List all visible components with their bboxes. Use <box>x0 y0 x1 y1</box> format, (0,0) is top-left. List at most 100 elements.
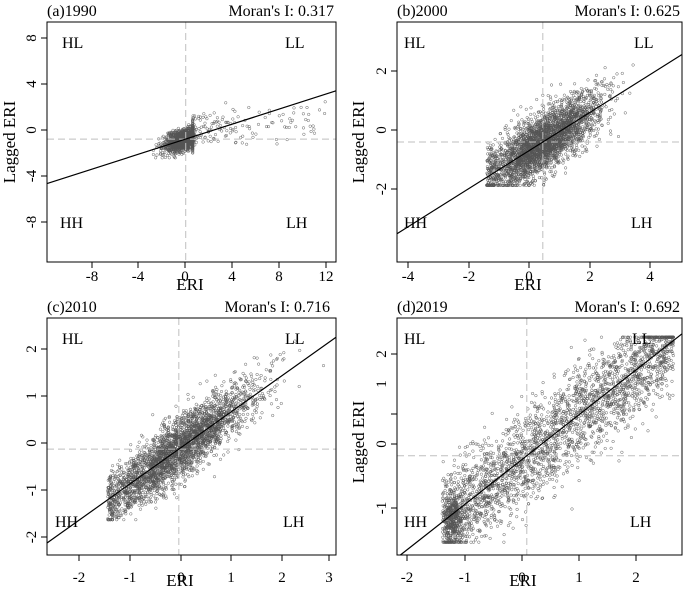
scatter-point <box>161 134 165 138</box>
scatter-point <box>312 131 317 135</box>
scatter-point <box>312 127 316 131</box>
quadrant-label-lh: LH <box>286 215 308 232</box>
scatter-point <box>269 361 273 365</box>
scatter-point <box>608 129 613 133</box>
y-tick-label: -8 <box>24 216 40 229</box>
scatter-point <box>611 84 615 88</box>
scatter-point <box>599 100 603 104</box>
scatter-point <box>581 125 585 129</box>
scatter-point <box>489 143 493 147</box>
scatter-point <box>552 101 556 105</box>
scatter-points <box>151 100 327 160</box>
scatter-point <box>201 124 206 128</box>
scatter-point <box>245 124 249 128</box>
scatter-point <box>564 166 568 170</box>
scatter-point <box>586 78 590 82</box>
scatter-point <box>602 77 607 81</box>
scatter-point <box>594 73 599 77</box>
scatter-point <box>306 118 310 123</box>
scatter-point <box>203 125 207 129</box>
scatter-point <box>590 123 594 127</box>
scatter-point <box>305 105 309 110</box>
scatter-point <box>583 145 587 149</box>
scatter-point <box>536 114 540 118</box>
scatter-point <box>317 108 322 112</box>
x-axis-ticks: -8 -4 0 4 8 12 <box>86 262 334 285</box>
scatter-point <box>212 136 216 140</box>
scatter-point <box>529 117 533 121</box>
scatter-point <box>205 127 209 131</box>
scatter-point <box>151 152 155 157</box>
scatter-point <box>241 124 245 128</box>
scatter-point <box>218 123 222 128</box>
scatter-point <box>504 124 508 128</box>
scatter-point <box>299 105 303 109</box>
scatter-point <box>573 96 577 100</box>
scatter-point <box>579 100 583 104</box>
scatter-point <box>234 130 238 134</box>
scatter-point <box>302 132 306 136</box>
quadrant-label-ll: LL <box>634 35 654 52</box>
scatter-point <box>247 124 251 129</box>
scatter-points <box>485 63 635 187</box>
scatter-point <box>596 131 600 135</box>
scatter-point <box>197 127 201 131</box>
scatter-point <box>606 118 610 122</box>
quadrant-label-hl: HL <box>62 35 83 52</box>
quadrant-label-lh: LH <box>631 215 653 232</box>
scatter-point <box>522 126 526 130</box>
x-axis-label: ERI <box>514 275 542 294</box>
scatter-point <box>307 112 311 116</box>
scatter-point <box>587 101 591 105</box>
scatter-point <box>267 108 271 112</box>
scatter-point <box>279 401 283 406</box>
scatter-point <box>555 100 560 104</box>
scatter-point <box>194 140 198 144</box>
x-tick-label: 2 <box>586 269 594 285</box>
scatter-point <box>212 111 216 115</box>
scatter-point <box>616 134 621 139</box>
scatter-point <box>273 390 277 394</box>
scatter-point <box>516 113 520 117</box>
scatter-point <box>160 156 164 160</box>
scatter-point <box>301 112 305 116</box>
scatter-point <box>284 125 289 129</box>
scatter-point <box>277 114 281 118</box>
scatter-point <box>198 130 202 134</box>
scatter-point <box>263 115 267 120</box>
scatter-point <box>281 112 285 116</box>
panel-c-2010: (c)2010 Moran's I: 0.716 HL LL HH LH -2 … <box>24 299 337 590</box>
scatter-point <box>245 142 249 146</box>
scatter-point <box>191 119 195 123</box>
scatter-point <box>578 154 582 158</box>
scatter-point <box>275 142 279 146</box>
scatter-point <box>631 63 635 67</box>
scatter-point <box>163 150 167 155</box>
scatter-point <box>260 411 264 415</box>
scatter-point <box>532 112 536 116</box>
scatter-point <box>231 129 235 133</box>
regression-line-segment <box>46 90 337 185</box>
scatter-point <box>580 144 584 148</box>
scatter-point <box>274 137 278 142</box>
panel-title: (b)2000 <box>397 3 448 20</box>
scatter-point <box>288 117 292 121</box>
scatter-point <box>294 125 298 129</box>
scatter-point <box>266 125 271 129</box>
regression-line-segment <box>396 53 683 235</box>
scatter-point <box>241 134 245 138</box>
morans-i-label: Moran's I: 0.716 <box>224 299 330 316</box>
scatter-point <box>203 121 207 125</box>
x-tick-label: -2 <box>463 269 476 285</box>
scatter-point <box>580 151 585 155</box>
y-tick-label: 0 <box>24 126 40 134</box>
x-axis-label: ERI <box>176 275 204 294</box>
scatter-point <box>234 125 238 130</box>
scatter-point <box>562 93 566 97</box>
scatter-point <box>590 91 594 95</box>
x-tick-label: 12 <box>319 269 334 285</box>
scatter-point <box>236 115 240 119</box>
scatter-point <box>606 87 610 91</box>
morans-i-label: Moran's I: 0.317 <box>228 3 334 20</box>
